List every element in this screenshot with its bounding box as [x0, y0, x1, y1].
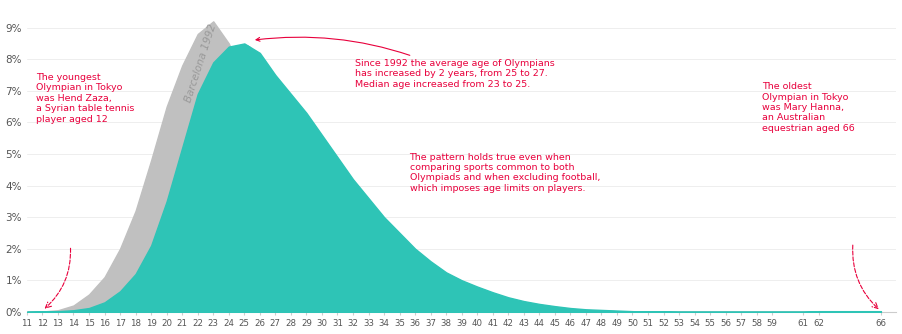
Text: The youngest
Olympian in Tokyo
was Hend Zaza,
a Syrian table tennis
player aged : The youngest Olympian in Tokyo was Hend … — [35, 73, 134, 124]
Text: The oldest
Olympian in Tokyo
was Mary Hanna,
an Australian
equestrian aged 66: The oldest Olympian in Tokyo was Mary Ha… — [761, 82, 854, 133]
Text: Tokyo 2020: Tokyo 2020 — [227, 43, 255, 104]
Text: Since 1992 the average age of Olympians
has increased by 2 years, from 25 to 27.: Since 1992 the average age of Olympians … — [256, 37, 555, 89]
Text: Barcelona 1992: Barcelona 1992 — [183, 22, 218, 104]
Text: The pattern holds true even when
comparing sports common to both
Olympiads and w: The pattern holds true even when compari… — [410, 153, 600, 193]
